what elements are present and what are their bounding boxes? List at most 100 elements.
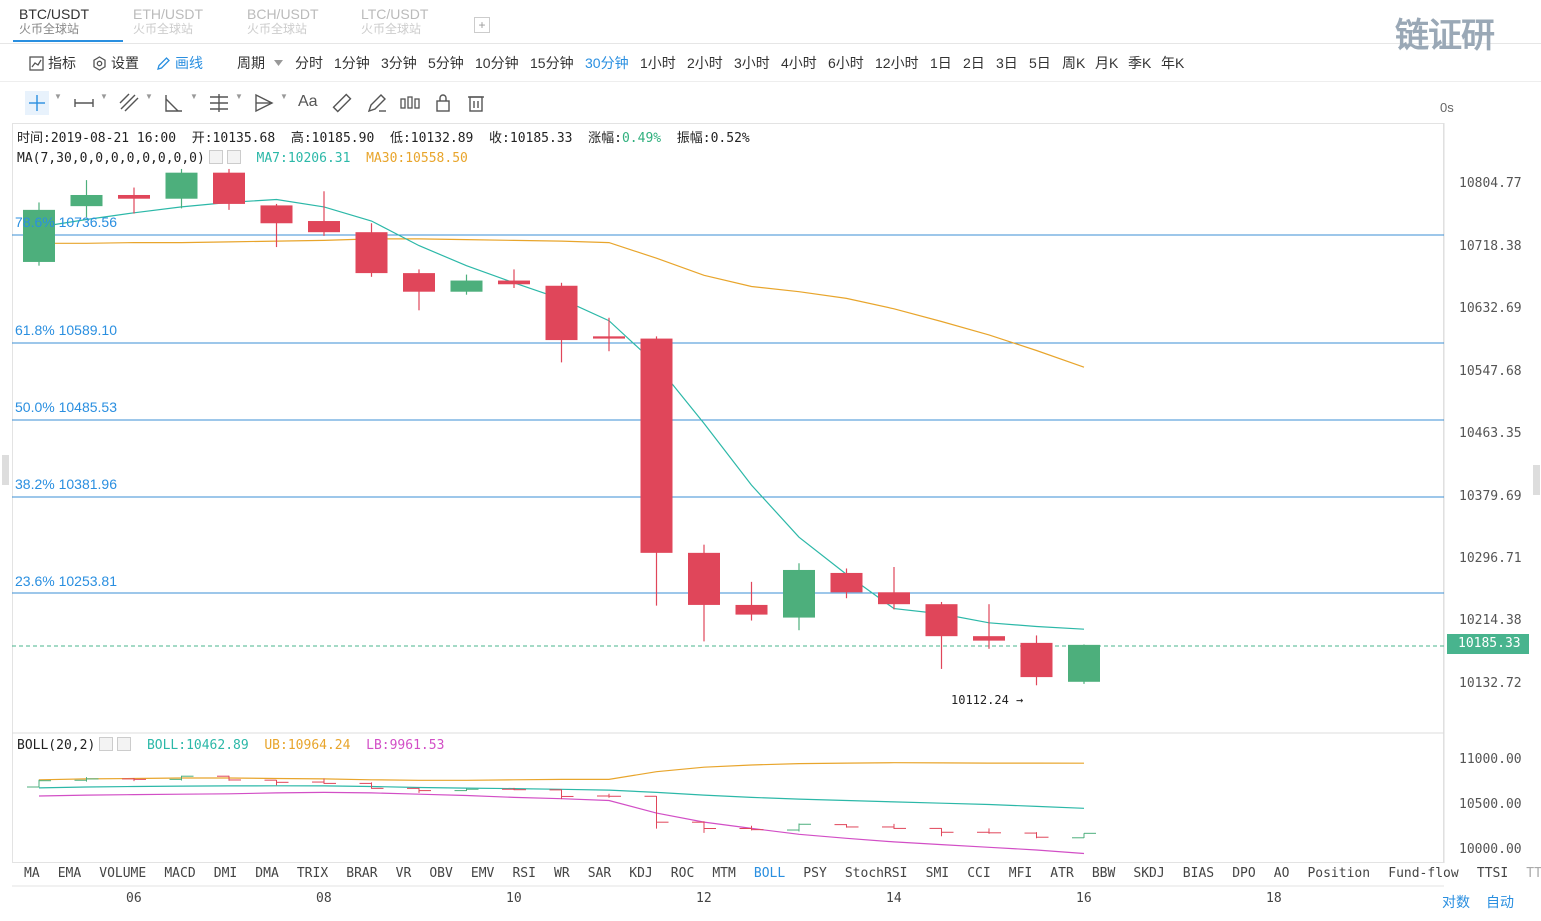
- log-scale-button[interactable]: 对数: [1442, 894, 1470, 910]
- indicator-tab[interactable]: TTMU: [1526, 866, 1541, 881]
- horizontal-ray-tool-button[interactable]: [72, 91, 96, 115]
- indicator-tab[interactable]: BIAS: [1182, 866, 1215, 881]
- indicator-tab[interactable]: MFI: [1008, 866, 1033, 881]
- period-option[interactable]: 5日: [1029, 55, 1051, 71]
- period-option[interactable]: 4小时: [781, 55, 817, 71]
- period-option[interactable]: 年K: [1161, 55, 1185, 71]
- indicator-tab[interactable]: MACD: [164, 866, 196, 881]
- draw-line-button[interactable]: 画线: [156, 53, 203, 73]
- boll-settings-icon[interactable]: [99, 737, 114, 751]
- settings-button[interactable]: 设置: [92, 53, 139, 73]
- period-option[interactable]: 3分钟: [381, 55, 417, 71]
- caret-down-icon[interactable]: ▼: [100, 92, 108, 101]
- x-axis-label: 08: [316, 891, 332, 906]
- candle-tool-button[interactable]: [398, 91, 422, 115]
- ma-close-icon[interactable]: [226, 150, 241, 164]
- indicator-tab[interactable]: BOLL: [753, 866, 786, 881]
- text-tool-button[interactable]: Aa: [298, 93, 318, 110]
- add-tab-button[interactable]: +: [474, 17, 490, 33]
- high-value: 10185.90: [311, 131, 375, 146]
- period-option[interactable]: 1日: [930, 55, 952, 71]
- indicator-tab[interactable]: OBV: [429, 866, 453, 881]
- period-option[interactable]: 周K: [1062, 55, 1086, 71]
- period-option[interactable]: 2日: [963, 55, 985, 71]
- indicator-tab[interactable]: DPO: [1232, 866, 1256, 881]
- period-option[interactable]: 15分钟: [530, 55, 574, 71]
- indicator-tab[interactable]: SKDJ: [1133, 866, 1165, 881]
- indicator-tab[interactable]: RSI: [512, 866, 536, 881]
- caret-down-icon[interactable]: ▼: [145, 92, 153, 101]
- indicator-tab[interactable]: TRIX: [296, 866, 329, 881]
- period-option[interactable]: 10分钟: [475, 55, 519, 71]
- indicator-tab[interactable]: SAR: [587, 866, 612, 881]
- period-option[interactable]: 季K: [1128, 55, 1152, 71]
- tab-bch-usdt[interactable]: BCH/USDT 火币全球站: [241, 6, 351, 42]
- indicator-tab[interactable]: CCI: [967, 866, 991, 881]
- left-panel-handle[interactable]: [2, 455, 9, 485]
- indicator-tab[interactable]: Position: [1307, 866, 1371, 881]
- caret-down-icon[interactable]: ▼: [190, 92, 198, 101]
- brush-tool-button[interactable]: [365, 91, 389, 115]
- period-option[interactable]: 1分钟: [334, 55, 370, 71]
- indicator-tab[interactable]: TTSI: [1476, 866, 1509, 881]
- indicator-tab[interactable]: StochRSI: [844, 866, 908, 881]
- indicator-tab[interactable]: DMI: [213, 866, 238, 881]
- tab-ltc-usdt[interactable]: LTC/USDT 火币全球站: [355, 6, 465, 42]
- crosshair-tool-button[interactable]: [25, 91, 49, 115]
- caret-down-icon[interactable]: ▼: [235, 92, 243, 101]
- indicator-tab[interactable]: PSY: [803, 866, 827, 881]
- trend-line-tool-button[interactable]: [117, 91, 141, 115]
- auto-scale-button[interactable]: 自动: [1486, 894, 1514, 910]
- x-axis-label: 10: [506, 891, 522, 906]
- caret-down-icon[interactable]: ▼: [280, 92, 288, 101]
- indicator-tab[interactable]: VOLUME: [99, 866, 147, 881]
- period-option[interactable]: 2小时: [687, 55, 723, 71]
- angle-tool-button[interactable]: [162, 91, 186, 115]
- price-axis-label: 10214.38: [1459, 613, 1522, 628]
- indicator-tab[interactable]: Fund-flow: [1388, 866, 1459, 881]
- price-axis-label: 10132.72: [1459, 676, 1522, 691]
- boll-middle-band: [38, 785, 1085, 809]
- period-option[interactable]: 30分钟: [585, 55, 629, 71]
- period-option[interactable]: 6小时: [828, 55, 864, 71]
- indicator-tab[interactable]: MTM: [712, 866, 736, 881]
- indicator-tab[interactable]: ATR: [1050, 866, 1074, 881]
- fibonacci-tool-button[interactable]: [207, 91, 231, 115]
- indicator-tab[interactable]: BBW: [1091, 866, 1116, 881]
- period-option[interactable]: 分时: [295, 55, 323, 71]
- candle-body: [403, 273, 435, 292]
- indicator-tab[interactable]: EMA: [57, 866, 82, 881]
- indicator-tab[interactable]: SMI: [925, 866, 950, 881]
- pattern-tool-button[interactable]: [252, 91, 276, 115]
- indicator-tab[interactable]: AO: [1273, 866, 1290, 881]
- indicator-button[interactable]: 指标: [29, 53, 76, 73]
- lock-tool-button[interactable]: [431, 91, 455, 115]
- period-option[interactable]: 1小时: [640, 55, 676, 71]
- candle-body: [165, 172, 198, 199]
- candle-body: [593, 336, 625, 339]
- indicator-tab[interactable]: ROC: [670, 866, 695, 881]
- indicator-tab[interactable]: BRAR: [346, 866, 378, 881]
- ma-settings-icon[interactable]: [208, 150, 223, 164]
- right-panel-handle[interactable]: [1533, 465, 1540, 495]
- indicator-tab[interactable]: KDJ: [629, 866, 653, 881]
- indicator-tab[interactable]: MA: [24, 866, 40, 881]
- indicator-tab[interactable]: EMV: [470, 866, 495, 881]
- period-option[interactable]: 3日: [996, 55, 1018, 71]
- delete-tool-button[interactable]: [464, 91, 488, 115]
- period-option[interactable]: 12小时: [875, 55, 919, 71]
- period-dropdown[interactable]: 周期: [237, 53, 283, 73]
- caret-down-icon[interactable]: ▼: [54, 92, 62, 101]
- indicator-tab[interactable]: VR: [395, 866, 412, 881]
- timer-readout: 0s: [1440, 100, 1454, 115]
- indicator-tab[interactable]: WR: [554, 866, 570, 881]
- period-option[interactable]: 5分钟: [428, 55, 464, 71]
- ruler-tool-button[interactable]: [330, 91, 354, 115]
- indicator-tab[interactable]: DMA: [255, 866, 279, 881]
- period-option[interactable]: 3小时: [734, 55, 770, 71]
- tab-eth-usdt[interactable]: ETH/USDT 火币全球站: [127, 6, 237, 42]
- period-option[interactable]: 月K: [1095, 55, 1119, 71]
- boll-close-icon[interactable]: [117, 737, 132, 751]
- tab-btc-usdt[interactable]: BTC/USDT 火币全球站: [13, 6, 123, 42]
